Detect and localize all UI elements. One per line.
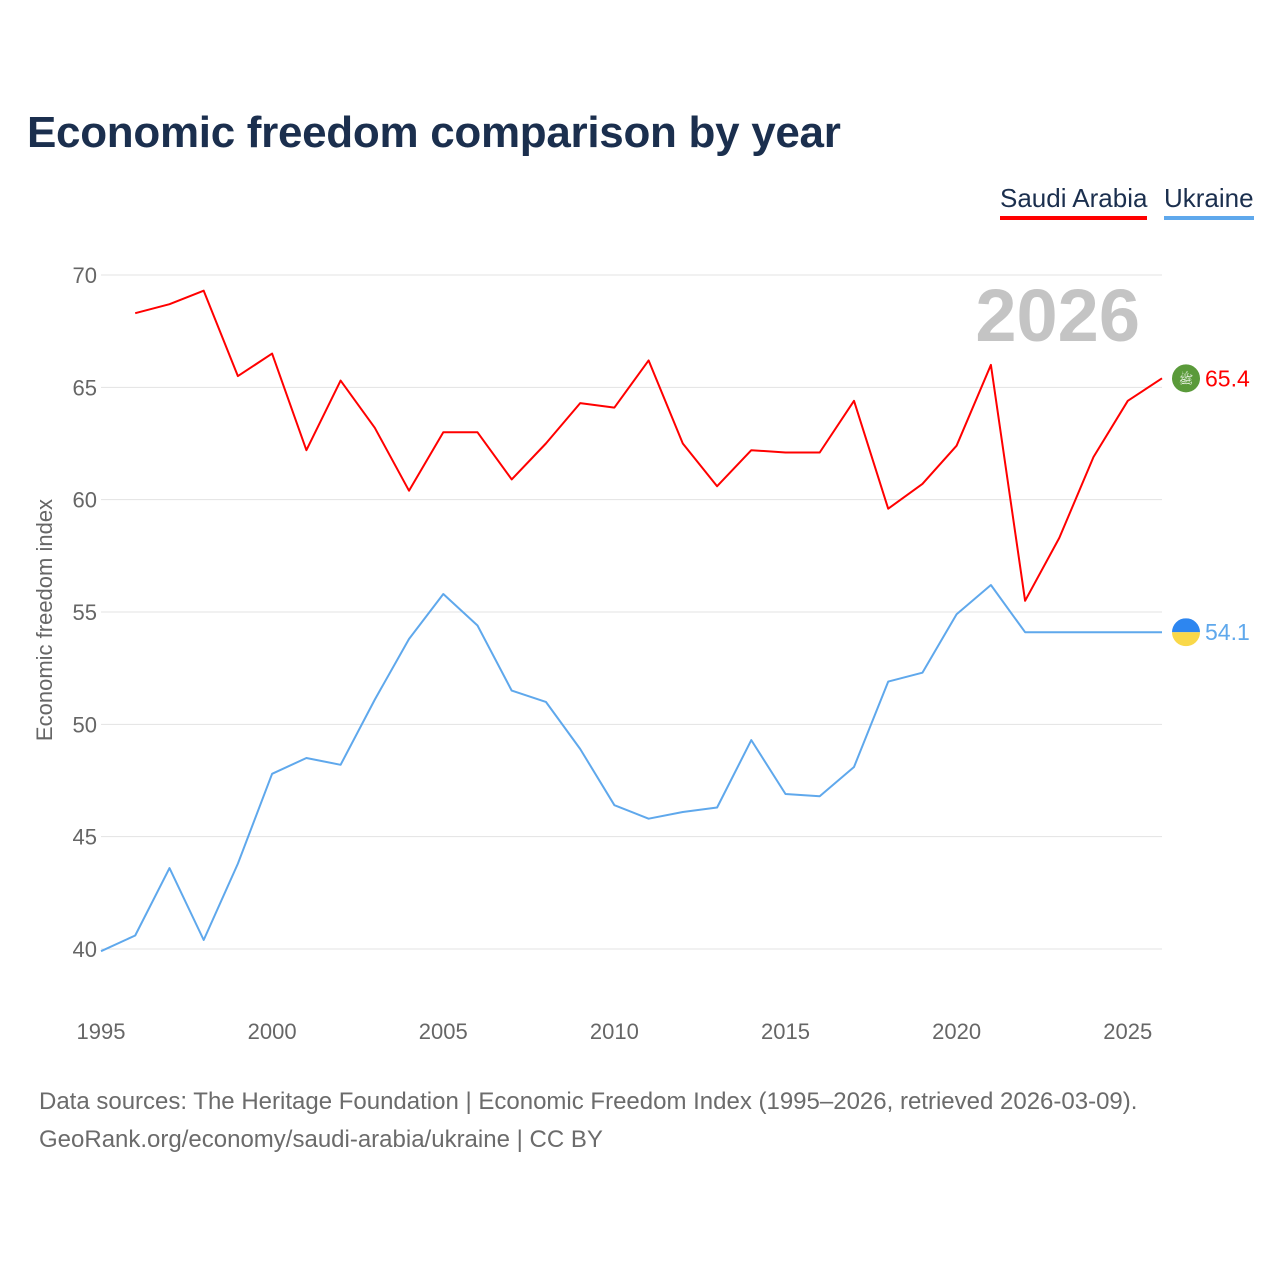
x-tick-label: 2020 [932, 1019, 981, 1044]
x-tick-label: 1995 [77, 1019, 126, 1044]
y-tick-label: 65 [73, 375, 97, 400]
ukraine-flag-icon-bottom [1172, 632, 1200, 647]
legend-ukraine[interactable]: Ukraine [1164, 183, 1254, 220]
y-tick-label: 40 [73, 937, 97, 962]
ukraine-flag-icon-top [1172, 618, 1200, 633]
end-value-label: 54.1 [1205, 619, 1250, 645]
y-tick-label: 60 [73, 488, 97, 513]
series-line-saudi-arabia [134, 289, 1163, 602]
y-tick-label: 70 [73, 263, 97, 288]
y-tick-label: 45 [73, 825, 97, 850]
saudi-arabia-flag-icon [1172, 364, 1200, 393]
series-line-ukraine [100, 584, 1162, 953]
x-tick-label: 2015 [761, 1019, 810, 1044]
flag-emblem: ﷺ [1179, 370, 1194, 386]
y-axis-label: Economic freedom index [32, 499, 57, 741]
y-tick-label: 55 [73, 600, 97, 625]
footer-sources: Data sources: The Heritage Foundation | … [39, 1088, 1138, 1115]
x-tick-label: 2000 [248, 1019, 297, 1044]
x-tick-label: 2005 [419, 1019, 468, 1044]
x-tick-label: 2010 [590, 1019, 639, 1044]
end-value-label: 65.4 [1205, 365, 1250, 391]
legend-saudi-arabia[interactable]: Saudi Arabia [1000, 183, 1148, 220]
x-tick-label: 2025 [1103, 1019, 1152, 1044]
year-label: 2026 [975, 274, 1140, 357]
chart-title: Economic freedom comparison by year [27, 108, 841, 157]
y-tick-label: 50 [73, 712, 97, 737]
footer-attribution: GeoRank.org/economy/saudi-arabia/ukraine… [39, 1126, 603, 1153]
